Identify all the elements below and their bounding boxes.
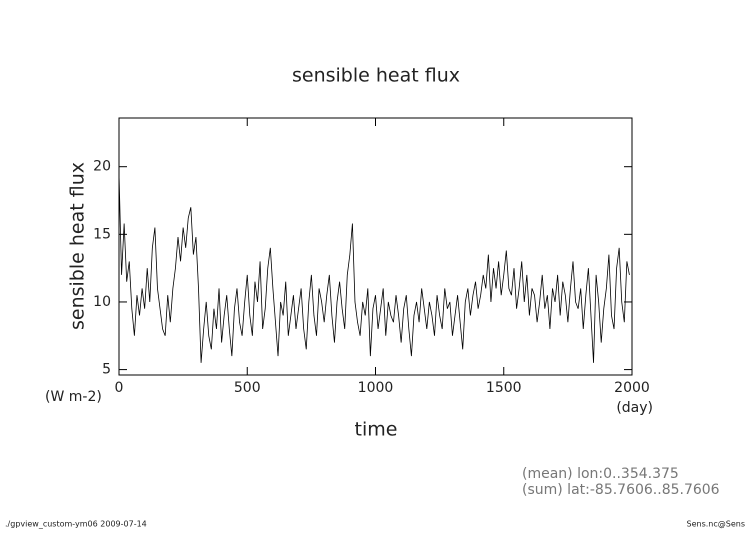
y-tick-label: 5 — [102, 362, 111, 378]
x-units: (day) — [616, 400, 653, 416]
y-tick-label: 20 — [93, 159, 111, 175]
x-axis-label: time — [355, 419, 398, 441]
x-tick-label: 2000 — [614, 380, 650, 396]
x-tick-label: 1000 — [358, 380, 394, 396]
annotation: (mean) lon:0..354.375 — [522, 466, 679, 482]
footer: ./gpview_custom-ym06 2009-07-14 — [5, 520, 147, 529]
x-tick-label: 0 — [115, 380, 124, 396]
footer: Sens.nc@Sens — [687, 520, 746, 529]
y-axis-label: sensible heat flux — [67, 162, 89, 330]
annotation: (sum) lat:-85.7606..85.7606 — [522, 482, 720, 498]
y-tick-label: 10 — [93, 294, 111, 310]
y-tick-label: 15 — [93, 226, 111, 242]
series-line — [118, 173, 630, 363]
chart-title: sensible heat flux — [292, 65, 460, 87]
y-units: (W m-2) — [45, 389, 102, 405]
x-tick-label: 500 — [234, 380, 261, 396]
x-tick-label: 1500 — [486, 380, 522, 396]
